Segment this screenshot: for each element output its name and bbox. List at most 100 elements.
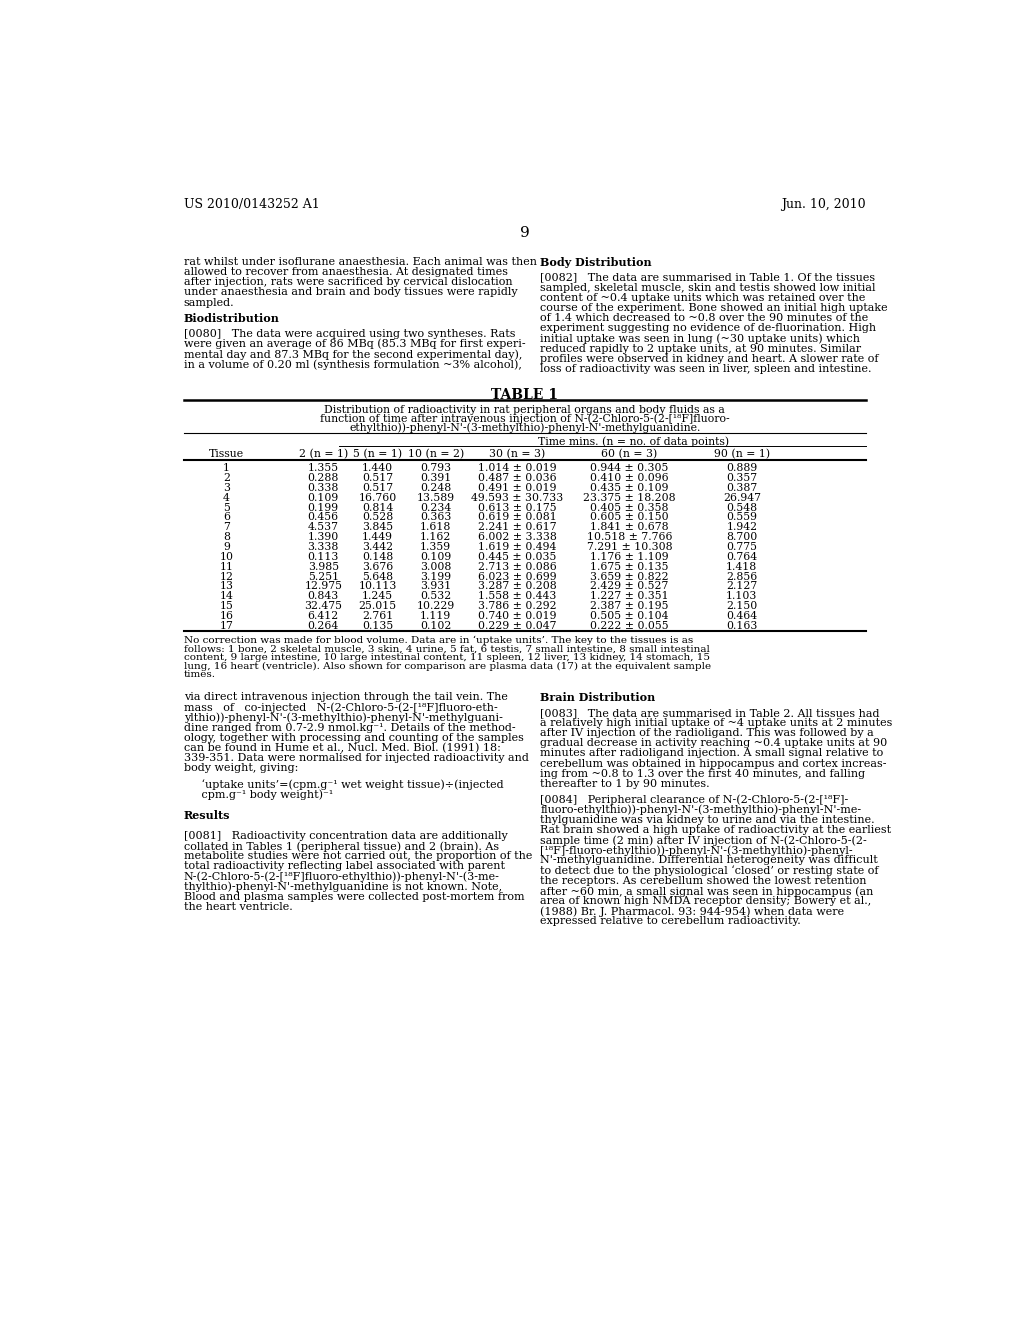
Text: Time mins. (n = no. of data points): Time mins. (n = no. of data points): [538, 437, 729, 447]
Text: 0.391: 0.391: [420, 473, 452, 483]
Text: to detect due to the physiological ‘closed’ or resting state of: to detect due to the physiological ‘clos…: [541, 866, 879, 876]
Text: 2: 2: [223, 473, 230, 483]
Text: 3.845: 3.845: [362, 523, 393, 532]
Text: 0.288: 0.288: [307, 473, 339, 483]
Text: 7: 7: [223, 523, 229, 532]
Text: 13.589: 13.589: [417, 492, 455, 503]
Text: times.: times.: [183, 671, 216, 678]
Text: total radioactivity reflecting label associated with parent: total radioactivity reflecting label ass…: [183, 862, 505, 871]
Text: 0.199: 0.199: [308, 503, 339, 512]
Text: 0.405 ± 0.358: 0.405 ± 0.358: [590, 503, 669, 512]
Text: expressed relative to cerebellum radioactivity.: expressed relative to cerebellum radioac…: [541, 916, 801, 927]
Text: allowed to recover from anaesthesia. At designated times: allowed to recover from anaesthesia. At …: [183, 267, 508, 277]
Text: minutes after radioligand injection. A small signal relative to: minutes after radioligand injection. A s…: [541, 748, 884, 759]
Text: 8: 8: [223, 532, 230, 543]
Text: 5.251: 5.251: [308, 572, 339, 582]
Text: 0.775: 0.775: [726, 543, 758, 552]
Text: N'-methylguanidine. Differential heterogeneity was difficult: N'-methylguanidine. Differential heterog…: [541, 855, 878, 866]
Text: under anaesthesia and brain and body tissues were rapidly: under anaesthesia and brain and body tis…: [183, 288, 517, 297]
Text: follows: 1 bone, 2 skeletal muscle, 3 skin, 4 urine, 5 fat, 6 testis, 7 small in: follows: 1 bone, 2 skeletal muscle, 3 sk…: [183, 644, 710, 653]
Text: 1.103: 1.103: [726, 591, 758, 601]
Text: 1.942: 1.942: [726, 523, 758, 532]
Text: [0082]   The data are summarised in Table 1. Of the tissues: [0082] The data are summarised in Table …: [541, 272, 876, 282]
Text: 1.449: 1.449: [362, 532, 393, 543]
Text: 3.287 ± 0.208: 3.287 ± 0.208: [477, 581, 556, 591]
Text: 0.109: 0.109: [307, 492, 339, 503]
Text: ology, together with processing and counting of the samples: ology, together with processing and coun…: [183, 733, 523, 743]
Text: Tissue: Tissue: [209, 449, 244, 459]
Text: were given an average of 86 MBq (85.3 MBq for first experi-: were given an average of 86 MBq (85.3 MB…: [183, 339, 525, 350]
Text: 23.375 ± 18.208: 23.375 ± 18.208: [583, 492, 676, 503]
Text: [0084]   Peripheral clearance of N-(2-Chloro-5-(2-[¹⁸F]-: [0084] Peripheral clearance of N-(2-Chlo…: [541, 795, 849, 805]
Text: 0.548: 0.548: [726, 503, 758, 512]
Text: 0.613 ± 0.175: 0.613 ± 0.175: [478, 503, 556, 512]
Text: Blood and plasma samples were collected post-mortem from: Blood and plasma samples were collected …: [183, 892, 524, 902]
Text: 3.676: 3.676: [361, 561, 393, 572]
Text: 0.740 ± 0.019: 0.740 ± 0.019: [478, 611, 556, 620]
Text: 0.487 ± 0.036: 0.487 ± 0.036: [478, 473, 556, 483]
Text: in a volume of 0.20 ml (synthesis formulation ~3% alcohol),: in a volume of 0.20 ml (synthesis formul…: [183, 359, 521, 370]
Text: 49.593 ± 30.733: 49.593 ± 30.733: [471, 492, 563, 503]
Text: 1.619 ± 0.494: 1.619 ± 0.494: [478, 543, 556, 552]
Text: 16.760: 16.760: [358, 492, 396, 503]
Text: Biodistribution: Biodistribution: [183, 313, 280, 325]
Text: 10.518 ± 7.766: 10.518 ± 7.766: [587, 532, 672, 543]
Text: 0.456: 0.456: [308, 512, 339, 523]
Text: 0.113: 0.113: [307, 552, 339, 562]
Text: [0080]   The data were acquired using two syntheses. Rats: [0080] The data were acquired using two …: [183, 329, 515, 339]
Text: 0.102: 0.102: [420, 620, 452, 631]
Text: after IV injection of the radioligand. This was followed by a: after IV injection of the radioligand. T…: [541, 729, 874, 738]
Text: 0.605 ± 0.150: 0.605 ± 0.150: [590, 512, 669, 523]
Text: 0.357: 0.357: [726, 473, 758, 483]
Text: 2 (n = 1): 2 (n = 1): [299, 449, 348, 459]
Text: 26.947: 26.947: [723, 492, 761, 503]
Text: 0.109: 0.109: [420, 552, 452, 562]
Text: 0.764: 0.764: [726, 552, 758, 562]
Text: rat whilst under isoflurane anaesthesia. Each animal was then: rat whilst under isoflurane anaesthesia.…: [183, 257, 537, 267]
Text: 1.440: 1.440: [362, 463, 393, 473]
Text: 6: 6: [223, 512, 230, 523]
Text: 10.229: 10.229: [417, 601, 455, 611]
Text: area of known high NMDA receptor density; Bowery et al.,: area of known high NMDA receptor density…: [541, 896, 871, 906]
Text: cpm.g⁻¹ body weight)⁻¹: cpm.g⁻¹ body weight)⁻¹: [183, 789, 333, 800]
Text: 0.491 ± 0.019: 0.491 ± 0.019: [478, 483, 556, 492]
Text: via direct intravenous injection through the tail vein. The: via direct intravenous injection through…: [183, 692, 508, 702]
Text: 0.387: 0.387: [726, 483, 758, 492]
Text: experiment suggesting no evidence of de-fluorination. High: experiment suggesting no evidence of de-…: [541, 323, 877, 334]
Text: 0.944 ± 0.305: 0.944 ± 0.305: [590, 463, 669, 473]
Text: 3.931: 3.931: [420, 581, 452, 591]
Text: 90 (n = 1): 90 (n = 1): [714, 449, 770, 459]
Text: 3.008: 3.008: [420, 561, 452, 572]
Text: N-(2-Chloro-5-(2-[¹⁸F]fluoro-ethylthio))-phenyl-N'-(3-me-: N-(2-Chloro-5-(2-[¹⁸F]fluoro-ethylthio))…: [183, 871, 500, 882]
Text: 0.793: 0.793: [420, 463, 452, 473]
Text: ing from ~0.8 to 1.3 over the first 40 minutes, and falling: ing from ~0.8 to 1.3 over the first 40 m…: [541, 768, 865, 779]
Text: Brain Distribution: Brain Distribution: [541, 692, 655, 704]
Text: 0.843: 0.843: [307, 591, 339, 601]
Text: [0081]   Radioactivity concentration data are additionally: [0081] Radioactivity concentration data …: [183, 832, 508, 841]
Text: 10.113: 10.113: [358, 581, 396, 591]
Text: 3: 3: [223, 483, 230, 492]
Text: thylthio)-phenyl-N'-methylguanidine is not known. Note,: thylthio)-phenyl-N'-methylguanidine is n…: [183, 882, 502, 892]
Text: 0.222 ± 0.055: 0.222 ± 0.055: [590, 620, 669, 631]
Text: 0.363: 0.363: [420, 512, 452, 523]
Text: sampled.: sampled.: [183, 297, 234, 308]
Text: 11: 11: [219, 561, 233, 572]
Text: Rat brain showed a high uptake of radioactivity at the earliest: Rat brain showed a high uptake of radioa…: [541, 825, 892, 836]
Text: 1.359: 1.359: [420, 543, 452, 552]
Text: 3.442: 3.442: [362, 543, 393, 552]
Text: 6.023 ± 0.699: 6.023 ± 0.699: [478, 572, 556, 582]
Text: gradual decrease in activity reaching ~0.4 uptake units at 90: gradual decrease in activity reaching ~0…: [541, 738, 888, 748]
Text: thylguanidine was via kidney to urine and via the intestine.: thylguanidine was via kidney to urine an…: [541, 814, 874, 825]
Text: a relatively high initial uptake of ~4 uptake units at 2 minutes: a relatively high initial uptake of ~4 u…: [541, 718, 893, 727]
Text: sample time (2 min) after IV injection of N-(2-Chloro-5-(2-: sample time (2 min) after IV injection o…: [541, 836, 867, 846]
Text: 1.245: 1.245: [362, 591, 393, 601]
Text: 2.127: 2.127: [726, 581, 758, 591]
Text: collated in Tables 1 (peripheral tissue) and 2 (brain). As: collated in Tables 1 (peripheral tissue)…: [183, 841, 499, 851]
Text: 0.435 ± 0.109: 0.435 ± 0.109: [590, 483, 669, 492]
Text: 2.856: 2.856: [726, 572, 758, 582]
Text: profiles were observed in kidney and heart. A slower rate of: profiles were observed in kidney and hea…: [541, 354, 879, 364]
Text: 3.199: 3.199: [420, 572, 452, 582]
Text: metabolite studies were not carried out, the proportion of the: metabolite studies were not carried out,…: [183, 851, 532, 862]
Text: 7.291 ± 10.308: 7.291 ± 10.308: [587, 543, 672, 552]
Text: of 1.4 which decreased to ~0.8 over the 90 minutes of the: of 1.4 which decreased to ~0.8 over the …: [541, 313, 868, 323]
